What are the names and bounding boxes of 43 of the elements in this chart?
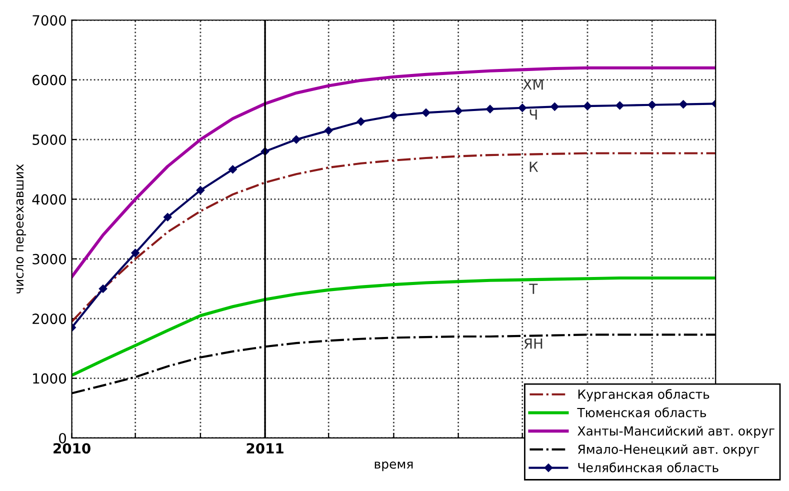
legend-label: Ханты-Мансийский авт. округ [578,426,774,438]
annotation: Т [529,284,538,294]
y-tick-label: 5000 [32,134,66,145]
point [390,112,398,120]
point [164,212,172,222]
x-tick-label: 2010 [54,443,90,454]
y-tick-label: 1000 [33,373,66,384]
y-tick-label: 7000 [32,15,66,26]
y-tick-label: 6000 [32,74,66,86]
point [292,135,300,144]
point [616,101,624,110]
y-tick-label: 3000 [32,254,66,264]
point [550,102,559,111]
point [228,165,237,174]
legend-label: Челябинская область [578,462,718,472]
point [454,106,462,115]
point [486,104,494,114]
point [422,108,430,117]
y-tick-label: 2000 [32,314,66,324]
point [196,186,205,194]
annotation: ЯН [524,338,542,349]
annotation: Ч [530,110,537,120]
point [583,102,592,110]
point [98,284,108,293]
point [679,100,688,108]
y-axis-title: число переехавших [16,164,26,294]
point [356,117,366,126]
annotation: ХМ [523,79,543,90]
annotation: К [530,162,538,172]
point [518,104,526,112]
point [131,248,140,258]
y-tick-label: 0 [59,432,66,444]
line-series [72,276,716,377]
legend-label: Тюменская область [577,407,706,418]
line-series [72,66,716,278]
point [648,100,656,110]
x-axis-title: время [374,462,413,472]
x-tick-label: 2011 [246,443,284,454]
legend-label: Курганская область [578,389,710,402]
y-tick-label: 4000 [32,194,66,205]
line-series [72,152,716,323]
legend-label: Ямало-Ненецкий авт. округ [578,444,760,456]
point [324,126,333,135]
